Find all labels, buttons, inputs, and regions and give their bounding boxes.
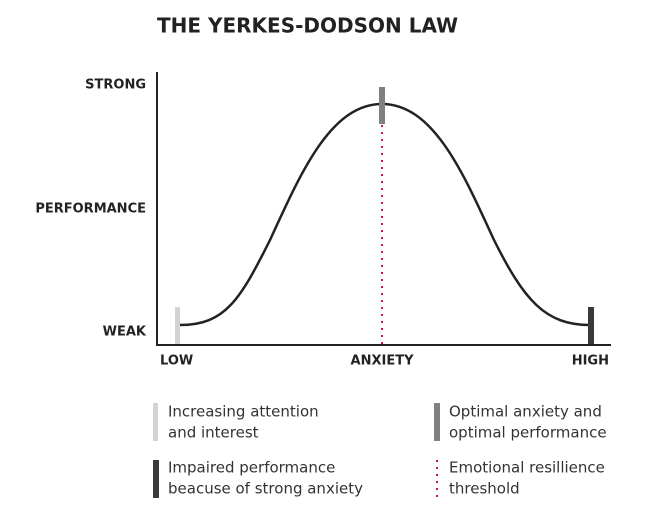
curve [179,102,591,327]
legend-text: Optimal anxiety and [449,403,602,421]
x-label: LOW [160,354,193,369]
legend-text: beacuse of strong anxiety [168,480,363,498]
marker-low [175,307,180,344]
legend-text: Impaired performance [168,459,335,477]
x-label: HIGH [572,354,609,369]
y-label: STRONG [85,78,146,93]
title: THE YERKES-DODSON LAW [157,14,458,38]
x-label: ANXIETY [351,354,415,369]
legend-text: threshold [449,480,520,498]
legend-text: and interest [168,424,259,442]
legend-icon [434,403,440,441]
marker-high [588,307,594,344]
y-label: WEAK [103,325,147,340]
marker-optimal [379,87,385,124]
legend-text: optimal performance [449,424,607,442]
legend-text: Emotional resillience [449,459,605,477]
y-label: PERFORMANCE [35,202,146,217]
legend-text: Increasing attention [168,403,319,421]
legend-icon [153,460,159,498]
legend-icon [153,403,158,441]
